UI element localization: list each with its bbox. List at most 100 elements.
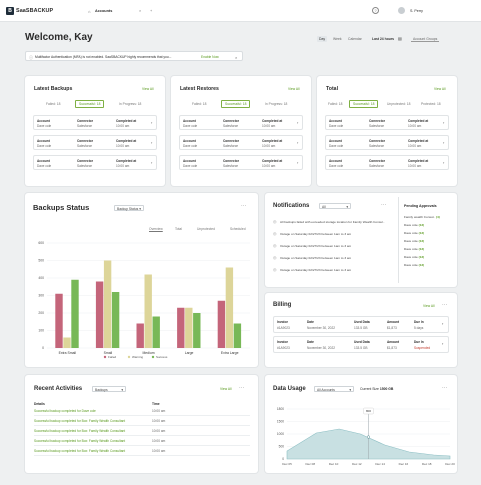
bar-failed[interactable] (55, 293, 63, 348)
more-icon[interactable]: ··· (442, 385, 448, 391)
bar-success[interactable] (233, 323, 242, 349)
pending-item[interactable]: Dave cole (13) (404, 247, 424, 251)
backup-status-select[interactable]: Backup Status ▾ (114, 205, 144, 211)
notification-text[interactable]: Outage on Saturday 02/27/23 between 1am … (280, 267, 352, 272)
table-row[interactable]: Account Dave cole Connector Salesforce Com… (33, 135, 157, 150)
bar-warning[interactable] (144, 274, 152, 349)
tab-unprotected[interactable]: Unprotected: 18 (387, 102, 411, 106)
table-row[interactable]: Account Dave cole Connector Salesforce Com… (179, 155, 303, 170)
bar-warning[interactable] (103, 260, 112, 349)
table-row[interactable]: Account Dave cole Connector Salesforce Com… (179, 115, 303, 130)
more-icon[interactable]: ··· (239, 385, 245, 391)
bar-failed[interactable] (136, 323, 144, 349)
recent-filter-select[interactable]: Backups ▾ (92, 386, 126, 392)
bar-success[interactable] (71, 279, 79, 348)
pending-item[interactable]: Dave cole (13) (404, 239, 424, 243)
chevron-right-icon[interactable]: › (297, 160, 299, 165)
pending-item[interactable]: Dave cole (13) (404, 263, 424, 267)
tab-protected[interactable]: Protected: 18 (421, 102, 441, 106)
tab-total[interactable]: Total (175, 227, 182, 231)
close-icon[interactable]: × (235, 54, 238, 60)
tab-in-progress[interactable]: In Progress: 18 (119, 102, 142, 106)
add-tab-icon[interactable]: + (150, 9, 153, 13)
notification-text[interactable]: Outage on Saturday 02/27/23 between 1am … (280, 255, 352, 260)
user-name[interactable]: S. Perry (410, 9, 423, 13)
view-all-link[interactable]: View All (288, 87, 300, 91)
table-row[interactable]: Account Dave cole Connector Salesforce Com… (179, 135, 303, 150)
filter-calendar[interactable]: Calendar (348, 37, 362, 41)
chevron-right-icon[interactable]: › (151, 160, 153, 165)
tab-overview[interactable]: Overview (149, 227, 163, 231)
chevron-right-icon[interactable]: › (297, 120, 299, 125)
enable-now-link[interactable]: Enable Now (201, 55, 219, 59)
bar-failed[interactable] (177, 307, 185, 348)
tab-failed[interactable]: Failed: 18 (328, 102, 343, 106)
account-groups-select[interactable]: Account Groups (411, 37, 440, 42)
chevron-right-icon[interactable]: › (297, 140, 299, 145)
tab-failed[interactable]: Failed: 18 (46, 102, 61, 106)
pending-item[interactable]: Dave cole (13) (404, 255, 424, 259)
activity-text[interactable]: Successful backup completed for Dave col… (34, 409, 96, 413)
hover-point[interactable] (366, 435, 371, 439)
view-all-link[interactable]: View All (220, 387, 232, 391)
avatar[interactable] (398, 7, 405, 14)
bar-success[interactable] (193, 313, 201, 348)
calendar-icon[interactable]: ▤ (398, 36, 402, 41)
x-tick-label: Large (185, 351, 194, 355)
more-icon[interactable]: ··· (241, 203, 247, 209)
filter-week[interactable]: Week (333, 37, 342, 41)
view-all-link[interactable]: View All (142, 87, 154, 91)
table-row[interactable]: Account Dave cole Connector Salesforce Com… (325, 115, 449, 130)
activity-text[interactable]: Successful backup completed for Box: Fam… (34, 429, 126, 433)
notification-text[interactable]: All backups failed with exceeded storage… (280, 219, 385, 224)
tab-successful[interactable]: Successful: 18 (75, 100, 105, 108)
view-all-link[interactable]: View All (434, 87, 446, 91)
accounts-filter-select[interactable]: All Accounts ▾ (314, 386, 354, 392)
billing-col-header: Used Data (354, 320, 370, 324)
bar-success[interactable] (111, 292, 120, 348)
chevron-right-icon[interactable]: › (442, 341, 444, 346)
pending-item[interactable]: Family wealth Consul.. (4) (404, 215, 440, 219)
billing-row[interactable]: Invoice #1A9023 Date November 30, 2022 Used … (273, 316, 449, 333)
chevron-right-icon[interactable]: › (442, 321, 444, 326)
activity-text[interactable]: Successful backup completed for Box: Fam… (34, 419, 126, 423)
tab-accounts[interactable]: Accounts (95, 9, 113, 13)
more-icon[interactable]: ··· (442, 302, 448, 308)
pending-item[interactable]: Dave cole (13) (404, 223, 424, 227)
chevron-right-icon[interactable]: › (443, 140, 445, 145)
bar-success[interactable] (152, 316, 160, 349)
filter-last-24h[interactable]: Last 24 hours (372, 37, 395, 41)
tab-close-icon[interactable]: × (139, 9, 142, 13)
table-row[interactable]: Account Dave cole Connector Salesforce Com… (33, 155, 157, 170)
view-all-link[interactable]: View All (423, 304, 435, 308)
home-icon[interactable]: ⌂ (88, 9, 91, 14)
bar-failed[interactable] (217, 300, 226, 348)
notification-text[interactable]: Outage on Saturday 02/27/23 between 1am … (280, 231, 352, 236)
table-row[interactable]: Account Dave cole Connector Salesforce Com… (325, 135, 449, 150)
bar-warning[interactable] (185, 307, 193, 348)
help-icon[interactable]: ? (372, 7, 379, 14)
chevron-right-icon[interactable]: › (443, 120, 445, 125)
pending-item[interactable]: Dave cole (13) (404, 231, 424, 235)
filter-day[interactable]: Day (317, 36, 328, 42)
bar-warning[interactable] (63, 337, 71, 349)
chevron-right-icon[interactable]: › (443, 160, 445, 165)
tab-successful[interactable]: Successful: 18 (349, 100, 379, 108)
notification-text[interactable]: Outage on Saturday 02/27/23 between 1am … (280, 243, 352, 248)
chevron-right-icon[interactable]: › (151, 120, 153, 125)
activity-text[interactable]: Successful backup completed for Box: Fam… (34, 449, 126, 453)
activity-text[interactable]: Successful backup completed for Box: Fam… (34, 439, 126, 443)
bar-warning[interactable] (225, 267, 234, 349)
tab-in-progress[interactable]: In Progress: 18 (265, 102, 288, 106)
tab-successful[interactable]: Successful: 18 (221, 100, 251, 108)
chevron-right-icon[interactable]: › (151, 140, 153, 145)
tab-scheduled[interactable]: Scheduled (230, 227, 246, 231)
billing-row[interactable]: Invoice #1A9023 Date November 30, 2022 Used … (273, 336, 449, 353)
tab-unprotected[interactable]: Unprotected (197, 227, 215, 231)
table-row[interactable]: Account Dave cole Connector Salesforce Com… (33, 115, 157, 130)
more-icon[interactable]: ··· (381, 202, 387, 208)
bar-failed[interactable] (95, 281, 104, 349)
table-row[interactable]: Account Dave cole Connector Salesforce Com… (325, 155, 449, 170)
notifications-filter-select[interactable]: All ▾ (319, 203, 351, 209)
tab-failed[interactable]: Failed: 18 (192, 102, 207, 106)
